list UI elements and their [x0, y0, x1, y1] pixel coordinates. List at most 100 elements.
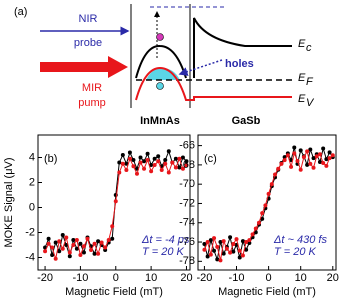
data-point: [184, 163, 189, 167]
probe-label: NIR: [79, 13, 98, 25]
conduction-band: [193, 17, 292, 78]
data-point: [173, 156, 178, 161]
data-point: [124, 168, 129, 172]
data-point: [156, 154, 161, 159]
data-point: [53, 256, 58, 261]
data-point: [240, 253, 245, 258]
data-point: [250, 232, 255, 237]
y-tick-label: -76: [179, 236, 195, 248]
data-point: [324, 157, 329, 162]
conduction-band: [135, 45, 187, 79]
data-point: [215, 244, 220, 249]
data-point: [260, 211, 265, 216]
data-point: [138, 160, 143, 165]
ev-sub: V: [306, 97, 315, 109]
chart-panel: -20 -10 0 10 20 -78 -76 -74 -72 -70 -68 -66 (c) Δt ~ …: [179, 134, 339, 298]
data-point: [99, 240, 104, 245]
pump-label: MIR: [82, 82, 102, 94]
data-point: [92, 241, 97, 246]
data-point: [110, 236, 115, 241]
data-point: [96, 239, 101, 244]
data-point: [110, 224, 115, 229]
data-point: [205, 240, 210, 245]
ec-label: E: [298, 38, 306, 50]
data-point: [317, 152, 322, 157]
data-point: [305, 162, 310, 167]
data-point: [224, 246, 229, 251]
data-point: [314, 154, 319, 159]
data-point: [324, 163, 329, 168]
panel-label: (a): [14, 6, 27, 18]
data-point: [46, 241, 51, 246]
data-point: [184, 159, 189, 164]
x-tick-label: 0: [266, 272, 272, 284]
y-tick-label: -2: [25, 226, 35, 238]
data-point: [330, 153, 335, 158]
data-point: [289, 164, 294, 169]
ev-label: E: [298, 93, 306, 105]
data-point: [149, 163, 154, 167]
data-point: [85, 236, 90, 241]
data-point: [247, 241, 252, 245]
data-point: [74, 246, 79, 251]
data-point: [145, 151, 150, 156]
data-point: [81, 250, 86, 255]
data-point: [237, 255, 242, 260]
data-point: [308, 147, 313, 152]
data-point: [253, 226, 258, 231]
annotation: Δt = -4 ps: [141, 234, 190, 246]
y-tick-label: -72: [179, 197, 195, 209]
data-point: [92, 251, 97, 256]
data-point: [301, 155, 306, 160]
data-point: [138, 155, 143, 160]
y-tick-label: -78: [179, 255, 195, 267]
data-point: [60, 233, 65, 237]
y-tick-label: -4: [25, 251, 35, 263]
x-axis-label: Magnetic Field (mT): [65, 286, 163, 298]
ef-label: E: [298, 72, 306, 84]
data-point: [113, 199, 118, 204]
data-point: [106, 238, 111, 242]
data-point: [177, 156, 182, 161]
data-point: [221, 251, 226, 256]
data-point: [67, 250, 72, 255]
data-point: [74, 238, 79, 242]
data-point: [78, 253, 83, 257]
data-point: [142, 159, 147, 164]
data-point: [152, 163, 157, 167]
data-point: [295, 159, 300, 164]
data-point: [305, 149, 310, 154]
pump-label: pump: [78, 97, 106, 109]
annotation: Δt ~ 430 fs: [273, 234, 327, 246]
data-point: [57, 249, 62, 254]
plot-frame: [197, 134, 337, 271]
data-point: [53, 240, 58, 245]
data-point: [269, 182, 274, 187]
data-point: [244, 247, 249, 252]
data-point: [124, 161, 129, 166]
data-point: [311, 165, 316, 170]
data-point: [71, 238, 76, 242]
data-point: [212, 236, 217, 241]
data-point: [43, 249, 48, 254]
x-axis-label: Magnetic Field (mT): [218, 286, 316, 298]
y-tick-label: -74: [179, 217, 195, 229]
holes-label: holes: [225, 58, 254, 70]
data-point: [311, 156, 316, 161]
data-point: [67, 254, 72, 259]
data-point: [163, 158, 168, 162]
data-point: [120, 161, 125, 166]
x-tick-label: 10: [295, 272, 307, 284]
holes-arrow: [178, 59, 223, 76]
annotation: T = 20 K: [142, 246, 185, 258]
data-point: [308, 161, 313, 166]
data-point: [292, 151, 297, 156]
data-point: [202, 241, 207, 246]
data-point: [145, 158, 150, 162]
y-tick-label: 0: [29, 201, 35, 213]
data-point: [263, 203, 268, 208]
diagram: (a) NIR probe MIR pump holes E c E F E V…: [14, 4, 315, 127]
data-point: [89, 248, 94, 252]
data-point: [327, 156, 332, 161]
data-point: [208, 252, 213, 257]
